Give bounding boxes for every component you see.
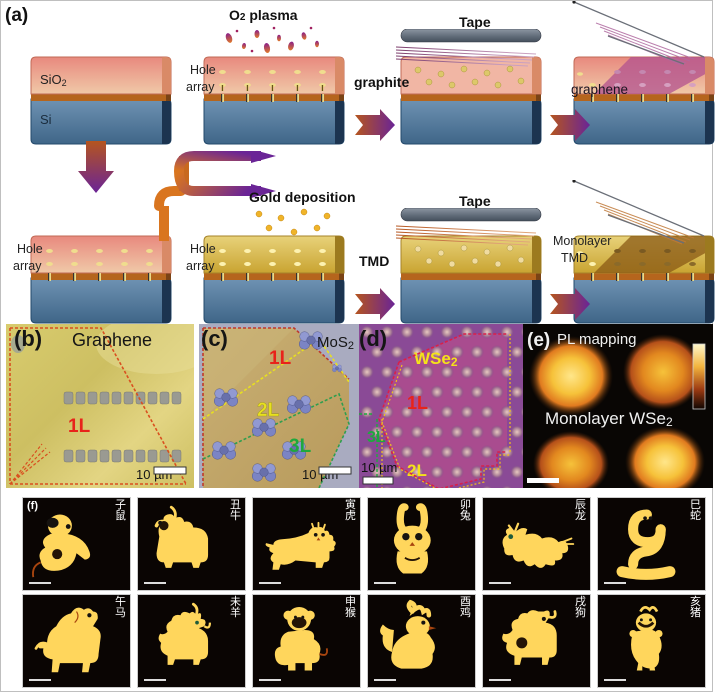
svg-text:(b): (b) [14, 326, 42, 351]
svg-text:Monolayer WSe2: Monolayer WSe2 [545, 409, 673, 429]
svg-text:MoS2: MoS2 [317, 334, 354, 352]
svg-text:10 µm: 10 µm [361, 460, 397, 475]
svg-text:Graphene: Graphene [72, 330, 152, 350]
svg-text:Hole: Hole [190, 63, 216, 77]
svg-text:1L: 1L [407, 393, 428, 413]
svg-text:2L: 2L [257, 400, 280, 421]
svg-text:3L: 3L [289, 436, 312, 457]
svg-text:array: array [13, 259, 42, 273]
svg-text:1L: 1L [269, 348, 292, 369]
svg-text:array: array [186, 259, 215, 273]
svg-text:PL mapping: PL mapping [557, 331, 637, 348]
svg-text:1L: 1L [68, 416, 91, 437]
svg-text:(e): (e) [527, 330, 550, 351]
svg-text:graphene: graphene [571, 82, 628, 97]
svg-text:Si: Si [40, 112, 52, 127]
svg-text:(d): (d) [359, 326, 387, 351]
svg-text:Hole: Hole [17, 242, 43, 256]
svg-text:array: array [186, 80, 215, 94]
svg-text:(c): (c) [201, 326, 228, 351]
svg-text:Hole: Hole [190, 242, 216, 256]
svg-text:TMD: TMD [561, 251, 588, 265]
svg-text:2L: 2L [407, 461, 427, 480]
